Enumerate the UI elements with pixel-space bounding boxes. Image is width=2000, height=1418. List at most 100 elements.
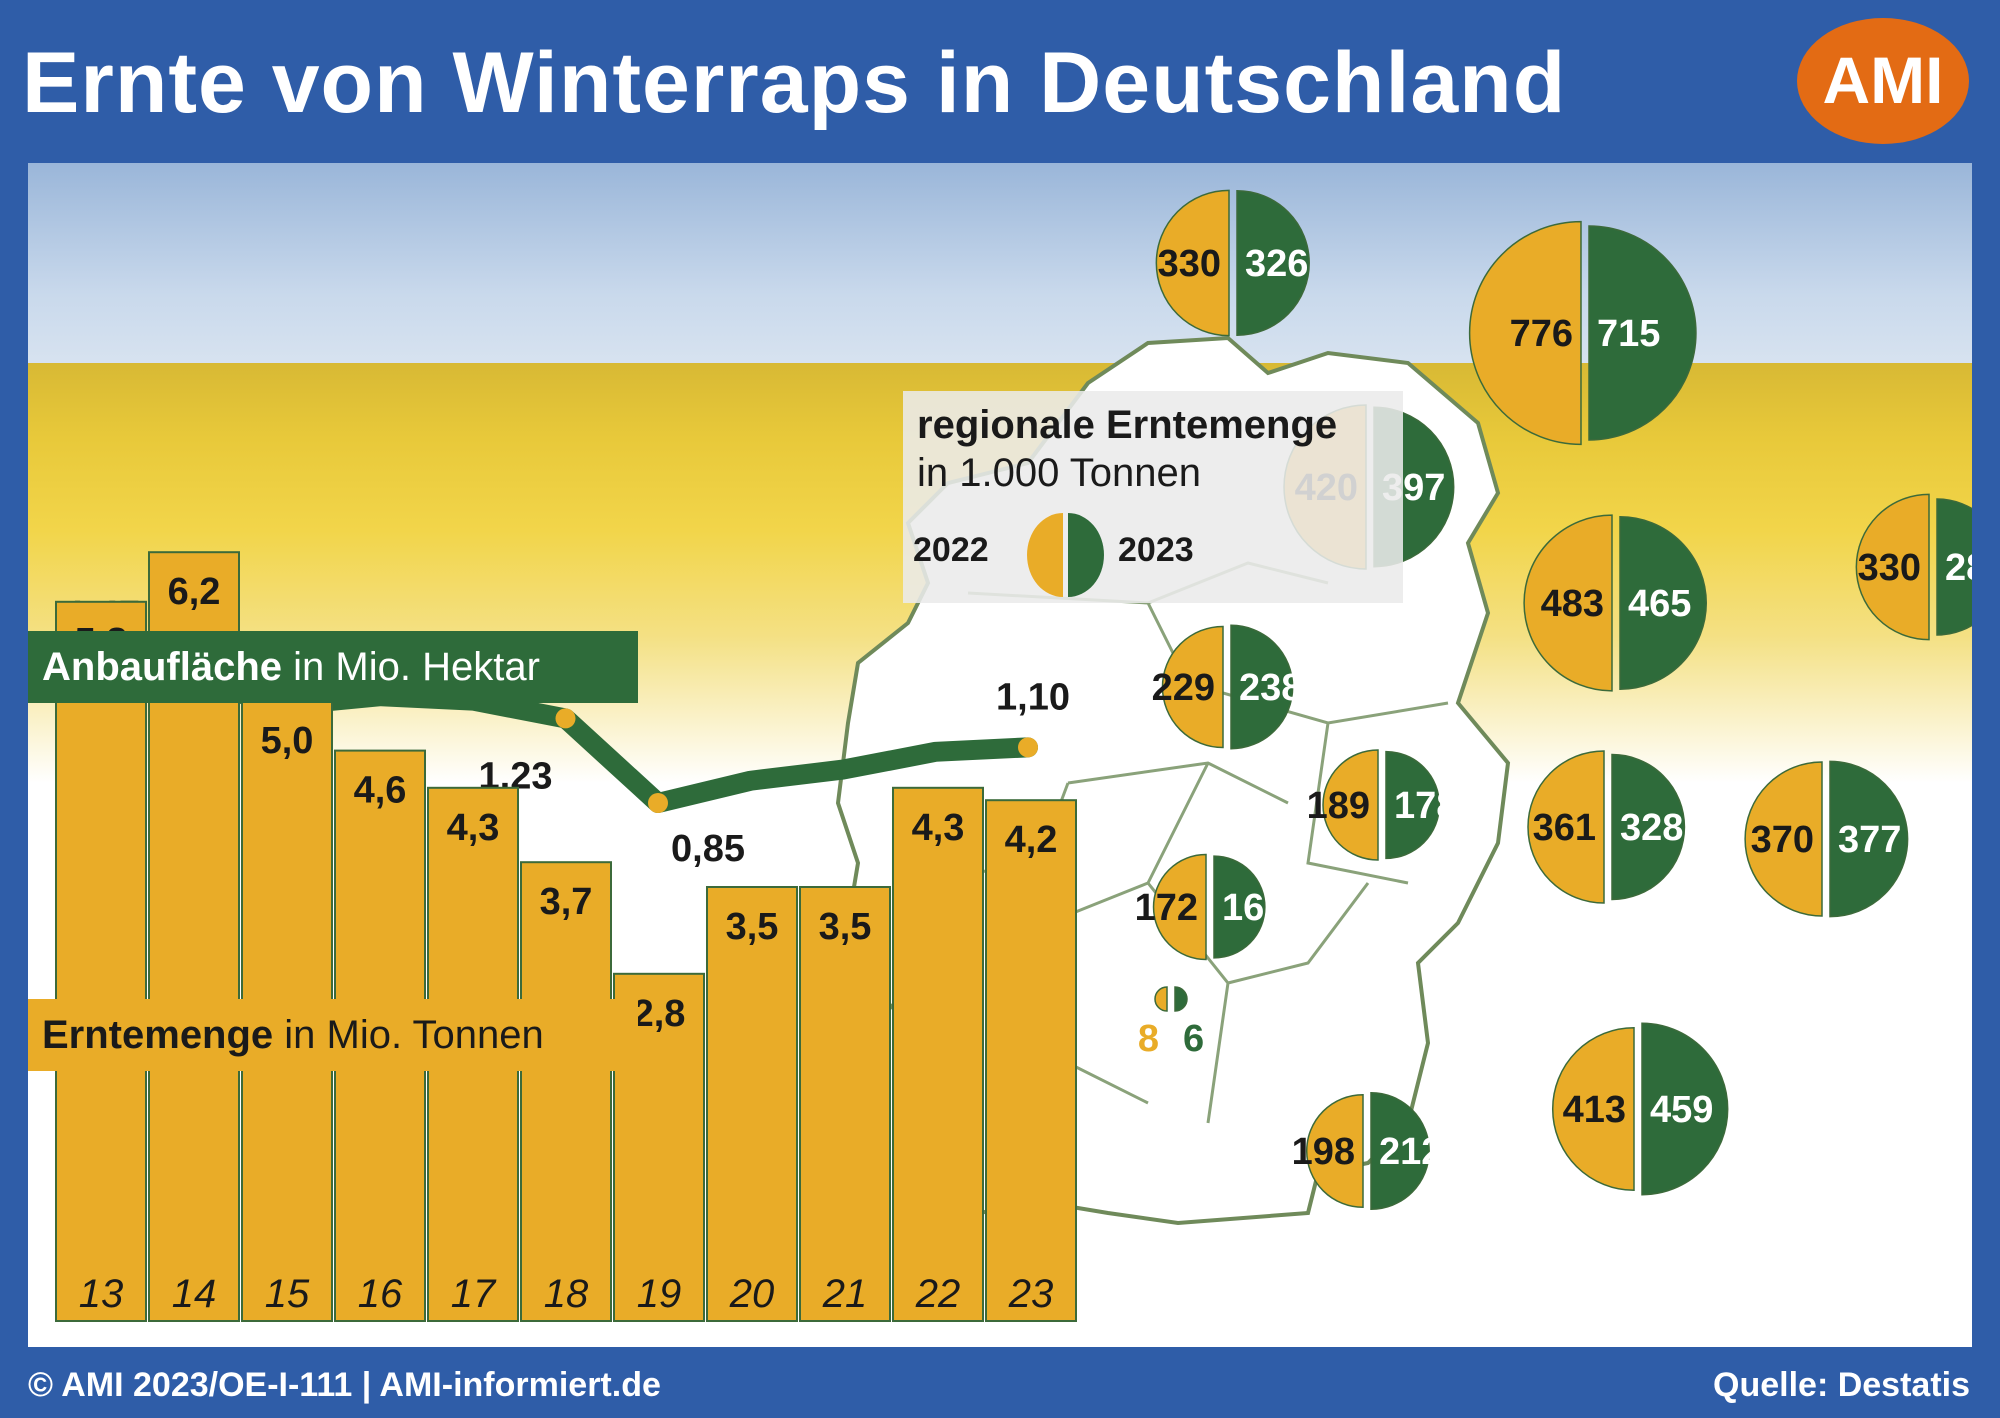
legend-box: regionale Erntemenge in 1.000 Tonnen 202… (903, 391, 1403, 603)
region-value-2023: 465 (1628, 583, 1691, 625)
region-value-2022: 330 (1858, 547, 1921, 589)
year-tick-label: 13 (79, 1272, 124, 1316)
region-half-2022 (1161, 625, 1224, 749)
region-half-2023 (1611, 753, 1685, 901)
harvest-value-label: 2,8 (633, 993, 686, 1035)
year-tick-label: 20 (729, 1272, 775, 1316)
area-header-rest: in Mio. Hektar (282, 645, 540, 689)
harvest-bar (799, 886, 891, 1322)
region-value-2022: 198 (1292, 1131, 1355, 1173)
region-half-2022 (1527, 750, 1605, 904)
region-value-2022: 370 (1751, 819, 1814, 861)
region-value-2023: 715 (1597, 313, 1660, 355)
region-half-2022 (1744, 761, 1823, 917)
region-value-2023: 328 (1620, 807, 1683, 849)
region-half-2022 (1523, 514, 1613, 692)
region-value-2023: 289 (1945, 547, 1972, 589)
region-value-2022: 483 (1541, 583, 1604, 625)
bar-layer: 5,8136,2145,0154,6164,3173,7182,8193,520… (55, 551, 1077, 1322)
region-half-2022 (1306, 1093, 1364, 1209)
harvest-value-label: 4,2 (1005, 819, 1058, 861)
area-header-bold: Anbaufläche (42, 645, 283, 689)
region-value-2022: 229 (1152, 667, 1215, 709)
region-value-2022: 330 (1158, 243, 1221, 285)
area-chart-header: Anbaufläche in Mio. Hektar (28, 631, 638, 703)
harvest-bar (892, 786, 984, 1322)
region-half-2022 (1152, 853, 1207, 961)
legend-half-2023 (1068, 513, 1104, 597)
harvest-value-label: 4,3 (447, 807, 500, 849)
harvest-value-label: 3,7 (540, 881, 593, 923)
harvest-bar (55, 600, 147, 1322)
logo-text: AMI (1822, 43, 1944, 117)
region-half-2022 (1551, 1026, 1635, 1192)
region-half-2023 (1370, 1092, 1430, 1210)
year-tick-label: 16 (358, 1272, 403, 1316)
harvest-bar (520, 861, 612, 1322)
harvest-value-label: 3,5 (819, 906, 872, 948)
harvest-bar (613, 972, 705, 1322)
region-value-2023: 162 (1222, 887, 1285, 929)
region-value-2023: 326 (1245, 243, 1308, 285)
year-tick-label: 23 (1008, 1272, 1054, 1316)
year-tick-label: 21 (822, 1272, 868, 1316)
region-half-2022 (1322, 749, 1379, 861)
legend-subtitle: in 1.000 Tonnen (917, 451, 1201, 495)
harvest-bar (706, 886, 798, 1322)
region-value-2022: 361 (1533, 807, 1596, 849)
region-half-2022 (1855, 493, 1930, 641)
region-value-2022: 413 (1563, 1089, 1626, 1131)
year-tick-label: 15 (265, 1272, 310, 1316)
region-value-2022: 8 (1138, 1018, 1159, 1060)
area-point (1018, 737, 1038, 758)
region-value-2022: 776 (1510, 313, 1573, 355)
year-tick-label: 19 (637, 1272, 682, 1316)
footer-source: Quelle: Destatis (1713, 1366, 1970, 1404)
year-tick-label: 17 (451, 1272, 497, 1316)
region-half-2023 (1619, 515, 1707, 691)
year-tick-label: 14 (172, 1272, 217, 1316)
harvest-bar-chart: 5,8136,2145,0154,6164,3173,7182,8193,520… (55, 551, 1077, 1322)
region-half-2023 (1213, 855, 1266, 959)
area-value-label: 1,10 (996, 676, 1070, 718)
region-half-2023 (1588, 225, 1697, 441)
region-value-2023: 377 (1838, 819, 1901, 861)
area-point (648, 793, 668, 813)
region-value-2023: 212 (1379, 1131, 1442, 1173)
region-value-2023: 459 (1650, 1089, 1713, 1131)
region-half-2023 (1236, 190, 1310, 336)
area-value-label: 0,85 (671, 828, 745, 870)
legend-year-right: 2023 (1118, 531, 1194, 569)
harvest-value-label: 4,3 (912, 807, 965, 849)
region-value-2023: 238 (1239, 667, 1302, 709)
page-title: Ernte von Winterraps in Deutschland (22, 35, 1567, 131)
region-half-2023 (1829, 760, 1909, 918)
harvest-value-label: 5,0 (261, 720, 314, 762)
harvest-chart-header: Erntemenge in Mio. Tonnen (28, 999, 638, 1071)
harvest-value-label: 4,6 (354, 770, 407, 812)
harvest-value-label: 3,5 (726, 906, 779, 948)
ami-logo: AMI (1797, 18, 1969, 144)
region-value-2022: 189 (1307, 785, 1370, 827)
legend-year-left: 2022 (913, 531, 989, 569)
harvest-bar (985, 799, 1077, 1322)
harvest-header-bold: Erntemenge (42, 1013, 274, 1057)
region-half-2023 (1230, 624, 1294, 750)
year-tick-label: 18 (544, 1272, 589, 1316)
region-half-2023 (1174, 986, 1188, 1012)
regional-pies: 3303267767154203973302894834652292381891… (1135, 189, 1972, 1210)
legend-pie-icon (1027, 513, 1104, 597)
area-point (555, 708, 576, 729)
harvest-header-rest: in Mio. Tonnen (273, 1013, 544, 1057)
year-tick-label: 22 (915, 1272, 961, 1316)
region-value-2022: 172 (1135, 887, 1198, 929)
region-value-2023: 6 (1183, 1018, 1204, 1060)
region-half-2022 (1155, 189, 1230, 337)
harvest-value-label: 6,2 (168, 571, 221, 613)
footer-copyright: © AMI 2023/OE-I-111 | AMI-informiert.de (28, 1366, 661, 1404)
region-value-2023: 178 (1394, 785, 1457, 827)
legend-title: regionale Erntemenge (917, 403, 1338, 447)
content-panel: 3303267767154203973302894834652292381891… (28, 163, 1972, 1347)
region-half-2023 (1641, 1022, 1729, 1196)
